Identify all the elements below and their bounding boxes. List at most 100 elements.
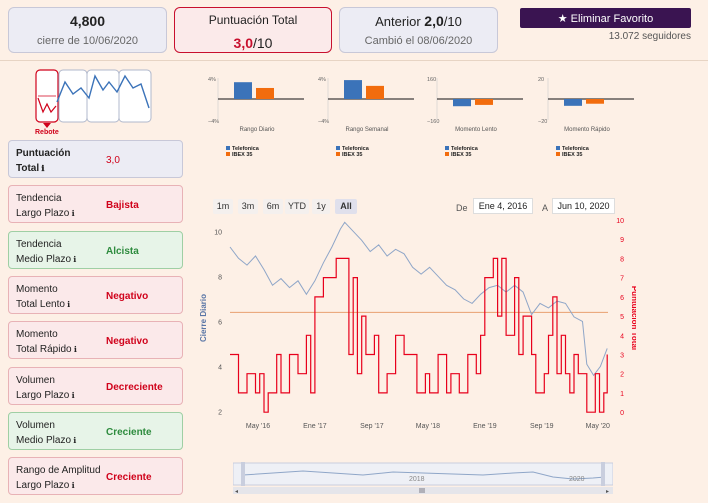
- indicator-name: Momento Total Rápido ℹ: [16, 329, 77, 356]
- y2-tick-label: 7: [620, 276, 624, 283]
- x-tick-label: Sep '19: [530, 423, 554, 430]
- legend-label: IBEX 35: [342, 152, 362, 158]
- range-button-1y[interactable]: 1y: [312, 199, 330, 214]
- y2-tick-label: 9: [620, 237, 624, 244]
- indicator-4[interactable]: Momento Total Rápido ℹ Negativo: [8, 321, 183, 360]
- remove-favorite-button[interactable]: ★ Eliminar Favorito: [520, 8, 691, 28]
- indicator-name: Volumen Largo Plazo ℹ: [16, 374, 75, 401]
- x-tick-label: Ene '17: [303, 423, 327, 430]
- y2-tick-label: 3: [620, 353, 624, 360]
- navigator-track: [233, 462, 613, 486]
- y-tick-label: 2: [218, 409, 222, 416]
- y-tick-label: 8: [218, 274, 222, 281]
- chart-title: Momento Lento: [455, 127, 497, 133]
- main-chart[interactable]: 2 4 6 8 10 0 1 2 3 4 5 6 7 8 9 10 May '16 Ene '17 Sep '17 M…: [196, 212, 636, 442]
- navigator-right-handle[interactable]: [601, 462, 605, 486]
- indicator-3[interactable]: Momento Total Lento ℹ Negativo: [8, 275, 183, 314]
- scrollbar-thumb[interactable]: [419, 488, 425, 493]
- indicator-6[interactable]: Volumen Medio Plazo ℹ Creciente: [8, 411, 183, 450]
- bar-ibex-35: [475, 99, 493, 105]
- x-tick-label: May '18: [416, 423, 440, 430]
- previous-score: Anterior 2,0/10: [375, 13, 462, 29]
- pattern-thumb-3[interactable]: [86, 69, 120, 123]
- bar-ibex-35: [366, 85, 384, 99]
- navigator-label-2018: 2018: [409, 476, 425, 483]
- pattern-thumb-2[interactable]: [58, 69, 88, 123]
- bar-telefonica: [234, 82, 252, 99]
- y2-tick-label: 5: [620, 314, 624, 321]
- scroll-left-icon[interactable]: ◂: [235, 489, 238, 495]
- y-tick-label: 4: [218, 364, 222, 371]
- indicator-2[interactable]: Tendencia Medio Plazo ℹ Alcista: [8, 230, 183, 269]
- chart-navigator[interactable]: 2018 2020 ◂ ▸: [233, 461, 613, 495]
- y2-axis-label: Puntuación Total: [630, 286, 636, 350]
- y2-tick-label: 10: [616, 218, 624, 225]
- tick-top: 4%: [318, 77, 326, 83]
- indicator-name: Tendencia Medio Plazo ℹ: [16, 238, 77, 265]
- date-from-input[interactable]: Ene 4, 2016: [473, 198, 533, 214]
- tick-top: 4%: [208, 77, 216, 83]
- indicator-7[interactable]: Rango de Amplitud Largo Plazo ℹ Creciente: [8, 457, 183, 496]
- indicator-5[interactable]: Volumen Largo Plazo ℹ Decreciente: [8, 366, 183, 405]
- legend-label: IBEX 35: [232, 152, 252, 158]
- pattern-thumbnails[interactable]: Rebote: [35, 68, 153, 136]
- y2-tick-label: 0: [620, 410, 624, 417]
- legend-swatch: [445, 152, 449, 156]
- info-icon[interactable]: ℹ: [64, 299, 71, 309]
- y-axis-label: Cierre Diario: [199, 294, 208, 342]
- info-icon[interactable]: ℹ: [71, 435, 77, 445]
- scroll-right-icon[interactable]: ▸: [606, 489, 609, 495]
- indicator-value: Alcista: [106, 245, 139, 257]
- y2-tick-label: 6: [620, 295, 624, 302]
- info-icon[interactable]: ℹ: [69, 481, 75, 491]
- previous-score-card: Anterior 2,0/10 Cambió el 08/06/2020: [339, 7, 498, 53]
- range-button-1m[interactable]: 1m: [213, 199, 233, 214]
- legend-swatch: [226, 146, 230, 150]
- total-score-label: Puntuación Total: [208, 13, 298, 27]
- previous-score-caption: Cambió el 08/06/2020: [364, 35, 473, 47]
- indicator-value: Creciente: [106, 426, 152, 438]
- score-series-line: [230, 257, 608, 413]
- date-to-input[interactable]: Jun 10, 2020: [552, 198, 615, 214]
- chart-title: Momento Rápido: [564, 127, 610, 133]
- followers-count: 13.072 seguidores: [608, 31, 691, 42]
- indicator-value: Negativo: [106, 336, 149, 348]
- pattern-thumb-4[interactable]: [118, 69, 152, 123]
- legend-swatch: [336, 152, 340, 156]
- indicator-name: Momento Total Lento ℹ: [16, 283, 71, 310]
- price-value: 4,800: [69, 13, 106, 29]
- bar-ibex-35: [586, 99, 604, 104]
- indicator-name: Rango de Amplitud Largo Plazo ℹ: [16, 465, 101, 492]
- legend-label: Telefonica: [342, 146, 370, 152]
- info-icon[interactable]: ℹ: [71, 254, 77, 264]
- indicator-1[interactable]: Tendencia Largo Plazo ℹ Bajista: [8, 185, 183, 224]
- info-icon[interactable]: ℹ: [39, 164, 45, 173]
- bar-ibex-35: [256, 87, 274, 99]
- chart-title: Rango Diario: [239, 127, 275, 133]
- range-button-ytd[interactable]: YTD: [285, 199, 309, 214]
- y-tick-label: 6: [218, 319, 222, 326]
- navigator-left-handle[interactable]: [241, 462, 245, 486]
- legend-swatch: [226, 152, 230, 156]
- info-icon[interactable]: ℹ: [69, 209, 75, 219]
- indicator-name: Tendencia Largo Plazo ℹ: [16, 193, 75, 220]
- tick-top: 160: [427, 77, 436, 83]
- tick-bottom: −20: [538, 119, 547, 125]
- price-series-line: [229, 221, 608, 377]
- bar-telefonica: [453, 99, 471, 107]
- range-button-6m[interactable]: 6m: [263, 199, 283, 214]
- range-button-all[interactable]: All: [335, 199, 357, 214]
- range-button-3m[interactable]: 3m: [238, 199, 258, 214]
- legend-swatch: [336, 146, 340, 150]
- bar-telefonica: [564, 99, 582, 106]
- info-icon[interactable]: ℹ: [71, 345, 77, 355]
- total-score-value: 3,0/10: [233, 35, 273, 51]
- total-score-card: Puntuación Total 3,0/10: [174, 7, 332, 53]
- y2-tick-label: 4: [620, 333, 624, 340]
- info-icon[interactable]: ℹ: [69, 390, 75, 400]
- indicator-0[interactable]: Puntuación Total ℹ 3,0: [8, 140, 183, 178]
- navigator-label-2020: 2020: [569, 476, 585, 483]
